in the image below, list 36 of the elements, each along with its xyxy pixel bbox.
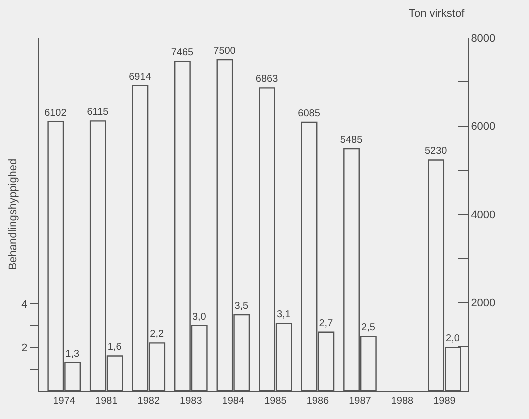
x-tick-label: 1983 bbox=[180, 396, 203, 407]
x-tick-label: 1981 bbox=[96, 396, 118, 407]
x-tick-label: 1984 bbox=[222, 396, 245, 407]
data-label: 5485 bbox=[340, 134, 364, 146]
data-label: 7465 bbox=[171, 48, 194, 59]
data-label: 3,0 bbox=[192, 312, 207, 323]
data-label: 2,5 bbox=[362, 322, 376, 334]
data-label: 5230 bbox=[424, 146, 448, 158]
y-tick-label: 2 bbox=[22, 342, 28, 354]
data-label: 6102 bbox=[44, 108, 68, 119]
x-tick-label: 1986 bbox=[306, 396, 330, 407]
data-label: 6115 bbox=[87, 107, 110, 118]
data-label: 1,6 bbox=[108, 342, 122, 354]
data-label: 6863 bbox=[256, 74, 279, 86]
data-label: 6085 bbox=[298, 108, 321, 120]
y-tick-label: 4 bbox=[22, 298, 28, 311]
data-label: 3,1 bbox=[276, 310, 292, 321]
x-tick-label: 1974 bbox=[53, 396, 76, 407]
data-label: 2,0 bbox=[446, 334, 460, 345]
x-tick-label: 1985 bbox=[264, 396, 288, 407]
y2-tick-label: 2000 bbox=[471, 298, 496, 310]
y2-tick-label: 4000 bbox=[471, 209, 496, 222]
x-tick-label: 1988 bbox=[391, 396, 414, 407]
x-tick-label: 1982 bbox=[138, 396, 160, 407]
y2-tick-label: 6000 bbox=[471, 121, 496, 134]
x-tick-label: 1989 bbox=[434, 396, 456, 407]
data-label: 2,2 bbox=[150, 329, 165, 340]
data-label: 1,3 bbox=[66, 348, 80, 360]
x-tick-label: 1987 bbox=[349, 396, 372, 407]
data-label: 6914 bbox=[129, 72, 152, 83]
y2-axis-title: Ton virkstof bbox=[409, 8, 466, 20]
y-axis-title: Behandlingshyppighed bbox=[7, 158, 20, 270]
data-label: 3,5 bbox=[234, 300, 250, 312]
y2-tick-label: 8000 bbox=[471, 32, 496, 45]
data-label: 2,7 bbox=[319, 318, 334, 330]
data-label: 7500 bbox=[214, 46, 236, 58]
